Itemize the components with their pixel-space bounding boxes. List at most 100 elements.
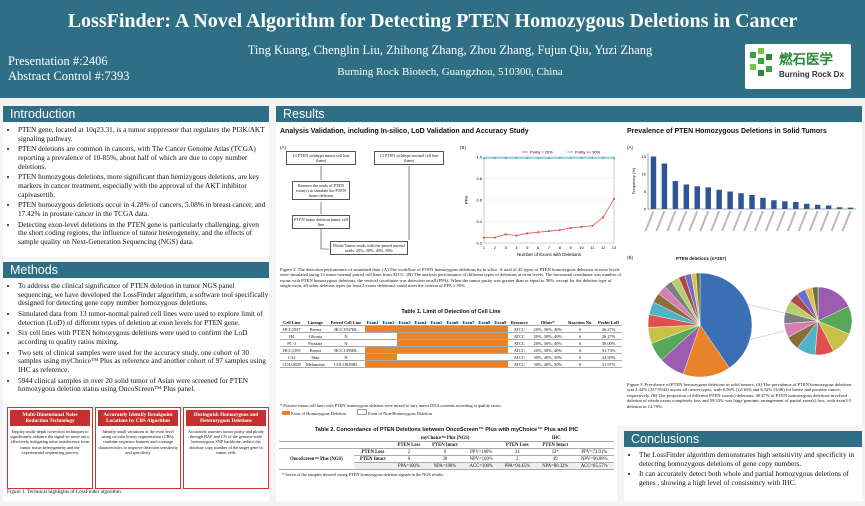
exon-cell: [428, 332, 445, 340]
exon-cell: [492, 339, 509, 347]
column-header: Exon3: [396, 319, 413, 326]
x-tick-label: 5: [526, 245, 529, 250]
table-cell: N: [327, 339, 365, 347]
highlight-title: Multi-Dimensional Noise Reduction Techno…: [10, 410, 90, 426]
exon-cell: [476, 346, 493, 354]
panel-label-a: (A): [280, 145, 286, 150]
table2-title: Table 2. Concordance of PTEN Deletions b…: [314, 427, 579, 433]
exon-cell: [444, 360, 461, 368]
category-label-placeholder: [764, 210, 775, 232]
table-cell: N: [327, 353, 365, 361]
data-point: [482, 156, 486, 160]
x-tick-label: 3: [505, 245, 508, 250]
exon-cell: [492, 325, 509, 333]
exon-cell: [380, 346, 397, 354]
exon-cell: [380, 332, 397, 340]
bar: [825, 205, 832, 209]
table-cell: 6: [565, 346, 596, 354]
bar: [650, 156, 657, 209]
highlight-text: Employ multi-depth correction techniques…: [10, 429, 90, 455]
data-point: [569, 156, 572, 160]
pie-slice: [695, 272, 701, 326]
conclusions-heading: Conclusions: [624, 431, 862, 447]
category-label-placeholder: [688, 210, 699, 232]
highlight-box: Multi-Dimensional Noise Reduction Techno…: [7, 407, 93, 489]
data-point: [515, 234, 518, 237]
category-label-placeholder: [786, 210, 797, 232]
x-tick-label: 6: [537, 245, 540, 250]
table-cell: Breast: [303, 325, 328, 333]
table-cell: PTEN Intact: [353, 455, 392, 463]
bar: [705, 187, 711, 209]
column-header: Lineage: [303, 319, 328, 326]
column-header: Exon1: [364, 319, 381, 326]
sub-header: [574, 441, 614, 449]
legend-swatch-off: [356, 409, 367, 415]
data-point: [591, 156, 594, 160]
table-cell: PPA=100%: [391, 462, 426, 470]
table-cell: [353, 462, 392, 470]
results-panel: Analysis Validation, including In-silico…: [276, 123, 862, 426]
logo-subtext: Burning Rock Dx: [779, 70, 844, 79]
table-cell: 20%, 30%, 40%: [530, 332, 566, 340]
bar: [814, 204, 821, 209]
table-cell: 30%, 40%, 50%: [530, 360, 566, 368]
exon-cell: [460, 346, 477, 354]
data-point: [558, 229, 561, 232]
exon-cell: [364, 339, 381, 347]
bar: [782, 201, 788, 209]
exon-cell: [428, 346, 445, 354]
table-cell: 2: [391, 448, 426, 456]
y-tick-label: 15: [642, 154, 647, 159]
table-cell: COLO829: [280, 360, 304, 368]
bullet-item: Two sets of clinical samples were used f…: [18, 348, 269, 375]
table-row: C32 Skin N ATCC 30%, 40%, 50% 6 32.50%: [280, 353, 622, 361]
data-point: [558, 156, 561, 160]
bullet-item: It can accurately detect both whole and …: [639, 470, 862, 487]
table-cell: 6: [565, 332, 596, 340]
category-label-placeholder: [797, 210, 808, 232]
y-tick-label: 0: [644, 207, 647, 212]
y-tick-label: 0.4: [476, 219, 482, 224]
exon-cell: [476, 353, 493, 361]
y-tick-label: 0.6: [476, 198, 482, 203]
figure3-caption: Figure 3. Prevalence of PTEN homozygous …: [627, 382, 852, 409]
exon-cell: [444, 325, 461, 333]
x-tick-label: 11: [590, 245, 595, 250]
bar: [804, 203, 810, 209]
table-cell: 26.27%: [595, 332, 622, 340]
table-cell: PPV=100%: [463, 448, 499, 456]
sub-header: [463, 441, 499, 449]
y-axis-label: PPA: [464, 196, 469, 205]
bullet-item: PTEN gene, located at 10q23.31, is a tum…: [18, 125, 269, 143]
x-tick-label: 4: [515, 245, 518, 250]
table-cell: 20%, 30%, 40%: [530, 346, 566, 354]
bullet-item: 5944 clinical samples in over 20 solid t…: [18, 376, 269, 394]
exon-cell: [412, 353, 429, 361]
bullet-item: Six cell lines with PTEN homozygous dele…: [18, 328, 269, 346]
table-cell: 32.50%: [595, 353, 622, 361]
column-header: Paired Cell Line: [327, 319, 365, 326]
table-cell: ATCC: [508, 339, 531, 347]
sub-header: PTEN Loss: [391, 441, 426, 449]
column-header: Exon6: [444, 319, 461, 326]
table-cell: Melanoma: [303, 360, 328, 368]
bar: [683, 184, 690, 209]
data-point: [515, 156, 518, 160]
data-point: [612, 197, 616, 201]
introduction-list: PTEN gene, located at 10q23.31, is a tum…: [3, 125, 269, 246]
authors: Ting Kuang, Chenglin Liu, Zhihong Zhang,…: [247, 43, 653, 57]
table-cell: PPV=73.91%: [574, 448, 614, 456]
data-point: [504, 233, 507, 236]
table-cell: 30.00%: [595, 339, 622, 347]
table-cell: ATCC: [508, 332, 531, 340]
exon-cell: [444, 353, 461, 361]
data-point: [580, 225, 583, 228]
exon-cell: [364, 325, 381, 333]
table-cell: 20%, 30%, 40%: [530, 325, 566, 333]
table-cell: 26.27%: [595, 325, 622, 333]
table1-legend: Exon of Homozygous Deletion Exon of Non-…: [282, 409, 432, 416]
exon-cell: [444, 332, 461, 340]
y-tick-label: 0.2: [476, 241, 482, 246]
table-row: HCC1395 Breast HCC1395BL ATCC 20%, 30%, 40%…: [280, 346, 622, 354]
